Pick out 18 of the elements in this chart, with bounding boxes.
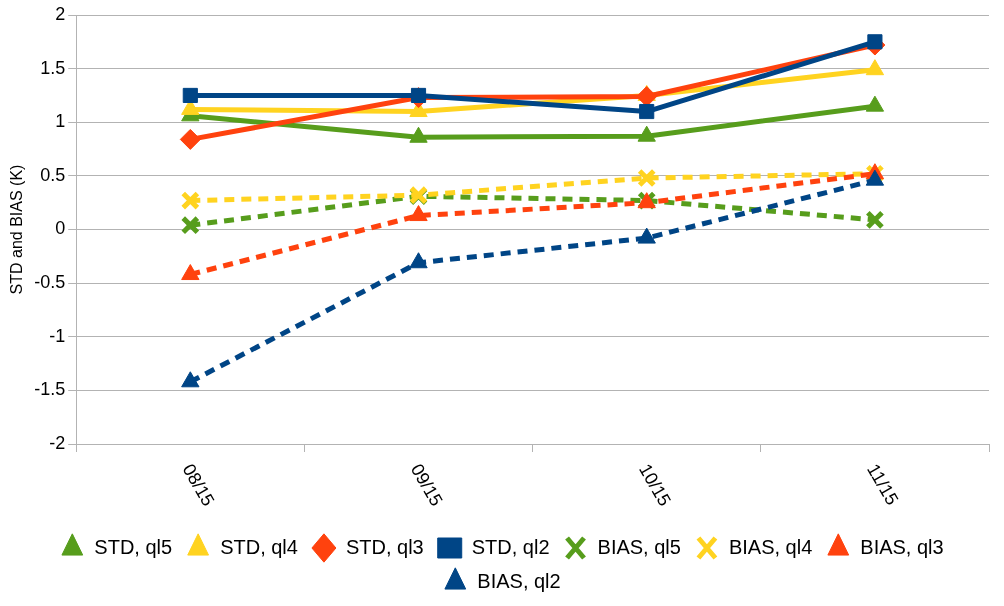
legend-label: STD, ql5 bbox=[94, 535, 173, 558]
legend-label: STD, ql3 bbox=[345, 535, 424, 558]
legend-label: STD, ql4 bbox=[220, 535, 298, 558]
y-tick-label: -0.5 bbox=[34, 272, 66, 293]
y-tick-label: -1.5 bbox=[34, 379, 66, 400]
y-tick-label: 2 bbox=[55, 3, 66, 24]
y-tick-label: 0 bbox=[55, 218, 66, 239]
y-axis-title: STD and BIAS (K) bbox=[8, 164, 26, 295]
legend-label: BIAS, ql3 bbox=[860, 535, 944, 558]
legend-label: BIAS, ql5 bbox=[597, 535, 681, 558]
legend-label: STD, ql2 bbox=[471, 535, 550, 558]
legend-label: BIAS, ql4 bbox=[728, 535, 813, 558]
y-tick-label: 0.5 bbox=[40, 164, 66, 185]
y-tick-label: 1.5 bbox=[40, 57, 66, 78]
y-tick-label: -2 bbox=[49, 432, 66, 453]
y-tick-label: 1 bbox=[55, 111, 66, 132]
y-tick-label: -1 bbox=[49, 325, 66, 346]
legend-label: BIAS, ql2 bbox=[477, 569, 561, 592]
